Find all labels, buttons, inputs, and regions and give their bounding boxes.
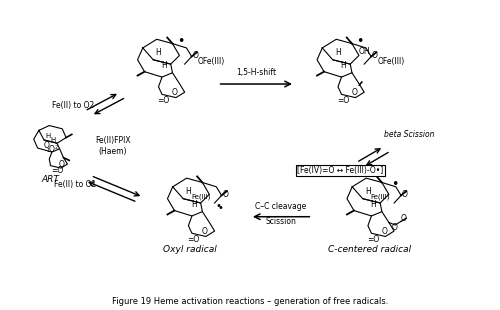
Text: •: • xyxy=(356,35,364,48)
Text: H: H xyxy=(46,133,51,139)
Text: ART: ART xyxy=(42,175,60,184)
Text: H: H xyxy=(191,200,196,209)
Text: H: H xyxy=(161,61,166,70)
Text: OH: OH xyxy=(359,47,370,56)
Text: O: O xyxy=(44,141,50,150)
Text: H: H xyxy=(335,48,341,57)
Text: H: H xyxy=(156,48,162,57)
Text: •: • xyxy=(391,178,398,191)
Text: Figure 19 Heme activation reactions – generation of free radicals.: Figure 19 Heme activation reactions – ge… xyxy=(112,297,388,306)
Text: =O: =O xyxy=(337,96,349,105)
Text: O: O xyxy=(400,214,406,223)
Text: [Fe(IV)=O ↔ Fe(III)-O•]: [Fe(IV)=O ↔ Fe(III)-O•] xyxy=(298,166,384,175)
Text: beta Scission: beta Scission xyxy=(384,131,435,140)
Text: O: O xyxy=(202,227,208,236)
Text: 1,5-H-shift: 1,5-H-shift xyxy=(236,68,276,77)
Text: Fe(II) to O2: Fe(II) to O2 xyxy=(52,101,94,110)
Text: Scission: Scission xyxy=(266,217,296,226)
Text: Fe(III): Fe(III) xyxy=(370,193,390,200)
Text: =O: =O xyxy=(367,235,380,244)
Text: Fe(II) to O1: Fe(II) to O1 xyxy=(54,180,96,189)
Text: =O: =O xyxy=(51,166,63,175)
Text: O: O xyxy=(222,190,228,199)
Text: Fe(II)FPIX
(Haem): Fe(II)FPIX (Haem) xyxy=(95,136,130,156)
Text: OFe(III): OFe(III) xyxy=(378,57,404,66)
Text: =O: =O xyxy=(158,96,170,105)
Text: •: • xyxy=(218,203,224,213)
Text: O: O xyxy=(49,145,55,154)
Text: 1: 1 xyxy=(46,148,50,153)
Text: Fe(III): Fe(III) xyxy=(191,193,210,200)
Text: •: • xyxy=(177,35,184,48)
Text: O: O xyxy=(382,227,388,236)
Text: H: H xyxy=(186,187,192,196)
Text: H: H xyxy=(340,61,346,70)
Text: H: H xyxy=(370,200,376,209)
Text: C–C cleavage: C–C cleavage xyxy=(256,202,306,211)
Text: O: O xyxy=(58,160,64,169)
Text: O: O xyxy=(402,190,407,199)
Text: H: H xyxy=(50,137,56,143)
Text: •: • xyxy=(215,201,221,211)
Text: O: O xyxy=(172,88,178,97)
Text: O: O xyxy=(372,51,378,60)
Text: =O: =O xyxy=(188,235,200,244)
Text: O: O xyxy=(192,51,198,60)
Text: C-centered radical: C-centered radical xyxy=(328,245,411,254)
Text: OFe(III): OFe(III) xyxy=(198,57,225,66)
Text: O: O xyxy=(391,223,397,232)
Text: Oxyl radical: Oxyl radical xyxy=(164,245,217,254)
Text: O: O xyxy=(352,88,358,97)
Text: H: H xyxy=(365,187,371,196)
Text: 2: 2 xyxy=(54,145,58,150)
